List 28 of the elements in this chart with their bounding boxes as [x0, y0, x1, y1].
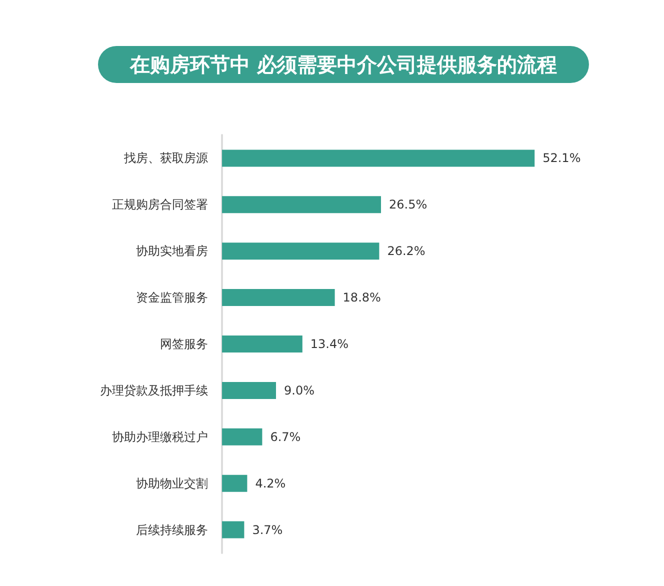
bar: [222, 474, 248, 492]
bar: [222, 336, 302, 352]
bar: [222, 428, 262, 446]
data-label: 4.2%: [255, 476, 286, 490]
bar: [222, 382, 276, 399]
y-tick-label: 正规购房合同签署: [112, 198, 208, 212]
y-tick-label: 后续持续服务: [136, 522, 208, 537]
y-tick-label: 资金监管服务: [136, 290, 208, 305]
data-label: 52.1%: [542, 151, 581, 166]
y-tick-label: 协助实地看房: [136, 244, 208, 258]
data-label: 6.7%: [270, 430, 301, 444]
data-label: 9.0%: [284, 383, 314, 398]
y-tick-label: 办理贷款及抵押手续: [100, 383, 208, 398]
data-label: 3.7%: [252, 522, 283, 537]
data-label: 18.8%: [342, 290, 381, 305]
y-tick-label: 网签服务: [160, 337, 208, 351]
bar: [222, 150, 535, 167]
y-tick-label: 协助物业交割: [136, 476, 208, 490]
data-label: 26.5%: [389, 198, 428, 212]
bar: [222, 242, 380, 260]
data-label: 13.4%: [310, 337, 349, 351]
y-tick-label: 找房、获取房源: [123, 151, 208, 166]
data-label: 26.2%: [387, 244, 426, 258]
bar: [222, 196, 381, 214]
bar: [222, 289, 335, 306]
y-tick-label: 协助办理缴税过户: [112, 430, 208, 444]
bar: [222, 521, 244, 538]
chart-title: 在购房环节中 必须需要中介公司提供服务的流程: [129, 52, 557, 76]
